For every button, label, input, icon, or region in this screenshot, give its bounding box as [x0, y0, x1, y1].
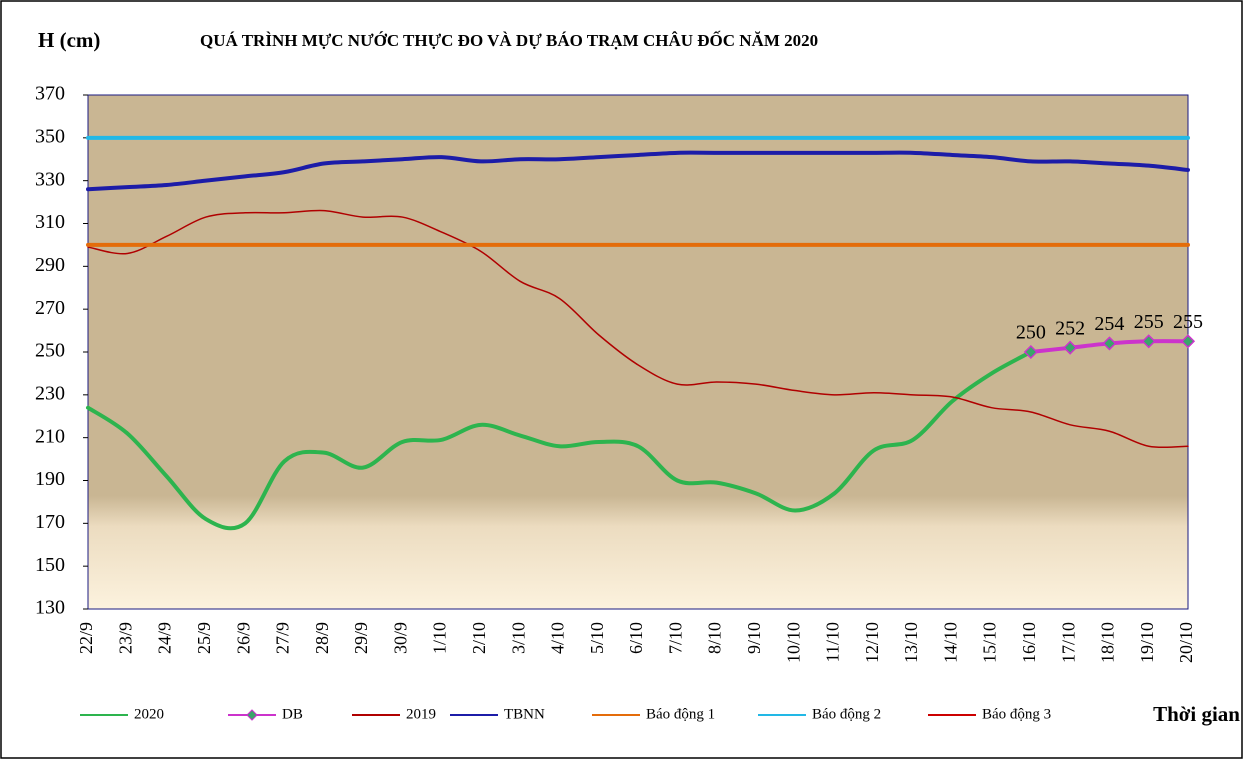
x-tick-label: 24/9: [155, 622, 175, 654]
y-tick-label: 230: [35, 382, 65, 404]
x-tick-label: 17/10: [1058, 622, 1078, 663]
y-tick-label: 330: [35, 168, 65, 190]
series-line: [86, 150, 1190, 192]
y-tick-label: 130: [35, 597, 65, 619]
legend-marker: [246, 709, 258, 721]
legend-label: Báo động 3: [982, 706, 1051, 722]
x-tick-label: 15/10: [980, 622, 1000, 663]
marker: [1102, 336, 1117, 351]
x-axis-label: Thời gian: [1153, 702, 1240, 726]
x-tick-label: 22/9: [76, 622, 96, 654]
x-tick-label: 3/10: [508, 622, 528, 654]
x-tick-label: 26/9: [233, 622, 253, 654]
x-tick-label: 4/10: [548, 622, 568, 654]
y-tick-label: 190: [35, 468, 65, 490]
x-tick-label: 10/10: [783, 622, 803, 663]
x-tick-label: 1/10: [430, 622, 450, 654]
legend-label: Báo động 1: [646, 706, 715, 722]
data-label: 254: [1094, 313, 1124, 335]
marker: [1180, 334, 1196, 349]
data-label: 252: [1055, 317, 1085, 339]
legend-label: 2019: [406, 706, 436, 722]
legend-label: TBNN: [504, 706, 545, 722]
y-tick-label: 290: [35, 254, 65, 276]
x-tick-label: 6/10: [626, 622, 646, 654]
x-tick-label: 2/10: [469, 622, 489, 654]
x-tick-label: 19/10: [1137, 622, 1157, 663]
marker: [1023, 344, 1038, 360]
x-tick-label: 13/10: [901, 622, 921, 663]
x-tick-label: 9/10: [744, 622, 764, 654]
y-tick-label: 270: [35, 297, 65, 319]
x-tick-label: 8/10: [705, 622, 725, 654]
series-line: [87, 209, 1189, 449]
marker: [1141, 334, 1156, 349]
x-tick-label: 29/9: [351, 622, 371, 654]
data-label: 255: [1173, 311, 1203, 333]
legend-label: DB: [282, 706, 303, 722]
x-tick-label: 23/9: [115, 622, 135, 654]
y-tick-label: 310: [35, 211, 65, 233]
data-label: 255: [1134, 311, 1164, 333]
marker: [1063, 340, 1078, 355]
x-tick-label: 7/10: [665, 622, 685, 654]
y-axis-label: H (cm): [38, 28, 100, 52]
x-tick-label: 28/9: [312, 622, 332, 654]
plot-area: [87, 94, 1189, 610]
x-tick-label: 27/9: [273, 622, 293, 654]
legend-label: 2020: [134, 706, 164, 722]
x-tick-label: 30/9: [390, 622, 410, 654]
x-tick-label: 25/9: [194, 622, 214, 654]
x-tick-label: 14/10: [940, 622, 960, 663]
legend-label: Báo động 2: [812, 706, 881, 722]
x-tick-label: 12/10: [862, 622, 882, 663]
y-tick-label: 170: [35, 511, 65, 533]
x-tick-label: 16/10: [1019, 622, 1039, 663]
y-tick-label: 150: [35, 554, 65, 576]
y-tick-label: 370: [35, 83, 65, 105]
x-tick-label: 5/10: [587, 622, 607, 654]
x-tick-label: 18/10: [1098, 622, 1118, 663]
data-label: 250: [1016, 322, 1046, 344]
series-line: [86, 350, 1033, 531]
y-tick-label: 350: [35, 125, 65, 147]
chart-title: QUÁ TRÌNH MỰC NƯỚC THỰC ĐO VÀ DỰ BÁO TRẠ…: [200, 30, 818, 50]
x-tick-label: 20/10: [1176, 622, 1196, 663]
y-tick-label: 250: [35, 340, 65, 362]
y-tick-label: 210: [35, 425, 65, 447]
x-tick-label: 11/10: [823, 622, 843, 662]
